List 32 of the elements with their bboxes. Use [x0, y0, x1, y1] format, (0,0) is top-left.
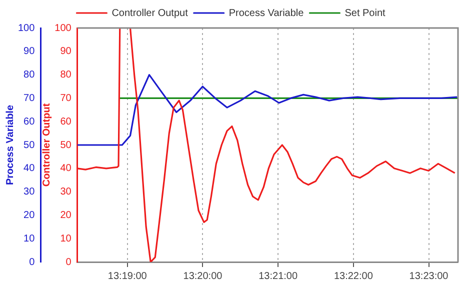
y-tick-label: 100 — [18, 22, 36, 34]
y2-tick-label: 0 — [66, 256, 72, 268]
y-axis-title: Process Variable — [4, 104, 16, 186]
y-tick-label: 30 — [24, 186, 36, 198]
y-tick-label: 10 — [24, 233, 36, 244]
y-tick-label: 50 — [24, 140, 36, 151]
y2-axis-title: Controller Output — [41, 102, 52, 187]
y-tick-label: 40 — [24, 163, 36, 174]
y2-tick-label: 10 — [60, 233, 72, 244]
legend-label: Controller Output — [112, 8, 188, 19]
y2-tick-label: 70 — [60, 92, 72, 104]
y2-tick-label: 30 — [60, 186, 72, 198]
y2-tick-label: 60 — [60, 116, 72, 128]
x-tick-label: 13:21:00 — [258, 270, 298, 282]
y-tick-label: 60 — [24, 116, 36, 128]
y2-tick-label: 50 — [60, 140, 72, 151]
y-tick-label: 0 — [29, 256, 36, 268]
y2-tick-label: 90 — [60, 46, 72, 58]
y2-tick-label: 80 — [60, 70, 72, 81]
y-tick-label: 90 — [24, 46, 36, 58]
y2-tick-label: 100 — [54, 22, 72, 34]
x-tick-label: 13:22:00 — [334, 270, 374, 282]
y-tick-label: 70 — [24, 92, 36, 104]
legend-label: Process Variable — [228, 8, 304, 19]
y-tick-label: 80 — [24, 70, 36, 81]
x-tick-label: 13:20:00 — [183, 270, 223, 282]
y-tick-label: 20 — [24, 210, 36, 221]
legend-label: Set Point — [344, 8, 386, 19]
x-tick-label: 13:23:00 — [409, 270, 449, 282]
x-tick-label: 13:19:00 — [108, 270, 148, 282]
y2-tick-label: 20 — [60, 210, 72, 221]
y2-tick-label: 40 — [60, 163, 72, 174]
